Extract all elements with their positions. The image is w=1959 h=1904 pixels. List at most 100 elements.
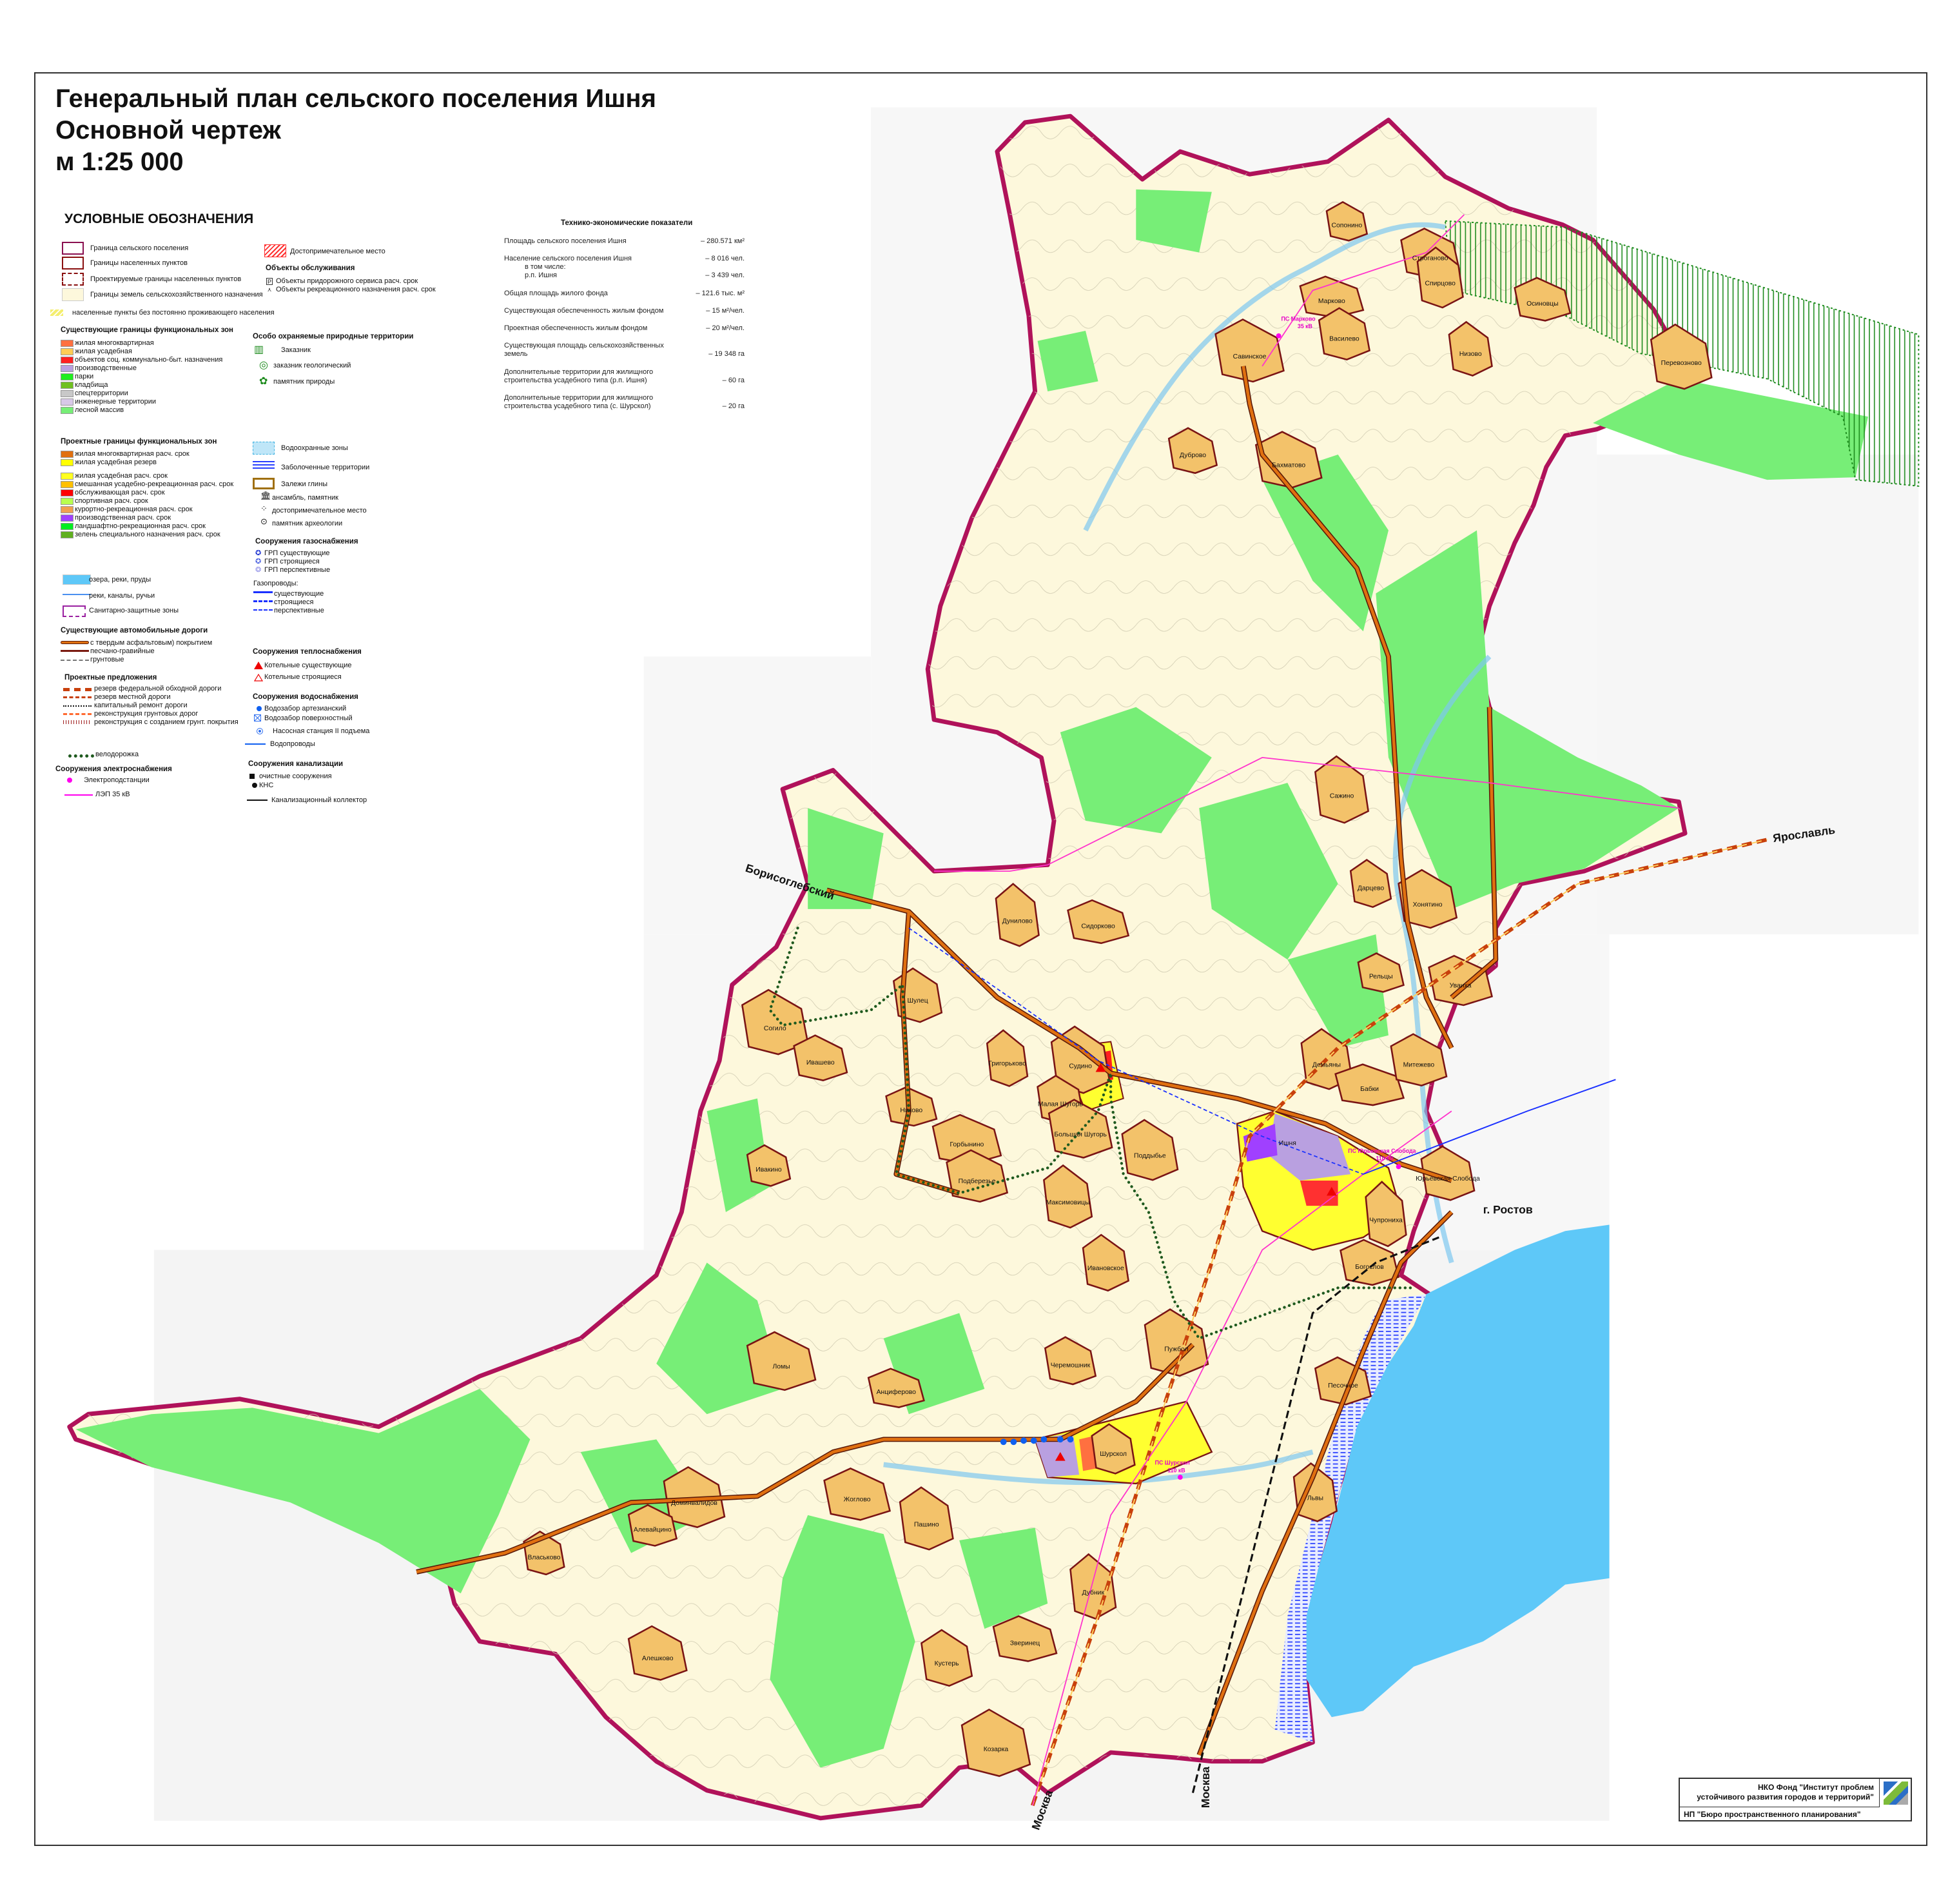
tech-label: Проектная обеспеченность жилым фондом — [504, 324, 648, 332]
village-area — [1340, 1239, 1400, 1286]
village-label: Подберезье — [959, 1177, 996, 1185]
legend-label: озера, реки, пруды — [89, 576, 151, 584]
village-area — [1325, 201, 1369, 242]
village-area — [1082, 1233, 1129, 1292]
village-area — [746, 1144, 792, 1187]
bike-path — [768, 927, 1416, 1340]
credits-org1: НКО Фонд "Институт проблем устойчивого р… — [1680, 1779, 1880, 1807]
legend-label: Проектируемые границы населенных пунктов — [90, 275, 242, 283]
legend-swatch — [61, 641, 89, 644]
credits-org1-line2: устойчивого развития городов и территори… — [1697, 1792, 1874, 1801]
legend-label: смешанная усадебно-рекреационная расч. с… — [75, 480, 234, 488]
village-label: Алевайцино — [634, 1526, 672, 1533]
legend-label: объектов соц. коммунально-быт. назначени… — [75, 356, 223, 364]
legend-label: ландшафтно-рекреационная расч. срок — [75, 522, 206, 530]
village-label: Дарцево — [1358, 885, 1385, 892]
substation-icon — [1396, 1164, 1401, 1170]
legend-swatch — [61, 451, 73, 458]
legend-section-existing-roads: Существующие автомобильные дороги — [61, 627, 208, 634]
legend-swatch — [61, 531, 73, 538]
village-label: Дубник — [1082, 1589, 1104, 1596]
village-area — [1044, 1336, 1097, 1386]
legend-label: Котельные строящиеся — [264, 673, 342, 681]
village-label: Уваиха — [1450, 982, 1472, 989]
legend-label: памятник археологии — [272, 520, 343, 527]
village-label: Савинское — [1233, 353, 1267, 360]
grp-building-icon: ✪ — [255, 558, 262, 565]
tech-value: – 20 га — [722, 402, 745, 410]
legend-swatch — [61, 348, 73, 355]
village-label: Поддыбье — [1134, 1152, 1166, 1160]
legend-label: Границы земель сельскохозяйственного наз… — [90, 291, 263, 299]
tech-value: – 280.571 км² — [700, 237, 745, 245]
village-area — [1314, 755, 1369, 824]
legend-label: населенные пункты без постоянно проживаю… — [72, 309, 275, 317]
tech-label: земель — [504, 350, 528, 358]
legend-label: жилая многоквартирная расч. срок — [75, 450, 190, 458]
village-label: Осиновцы — [1526, 300, 1558, 308]
pump-station-icon — [257, 728, 263, 734]
legend-label: Электроподстанции — [84, 776, 150, 784]
legend-swatch — [62, 273, 84, 286]
village-label: Рельцы — [1369, 974, 1393, 981]
village-label: Василево — [1329, 336, 1360, 343]
legend-section-project-roads: Проектные предложения — [64, 674, 157, 682]
legend-swatch — [63, 705, 92, 707]
legend-swatch — [253, 591, 273, 593]
village-label: Демьяны — [1312, 1062, 1341, 1069]
direction-label-moscow-road: Москва — [1199, 1767, 1212, 1808]
power-line-swatch — [64, 794, 93, 796]
legend-section-gas: Сооружения газоснабжения — [255, 538, 358, 545]
legend-swatch — [50, 309, 63, 316]
map-frame — [34, 72, 1927, 1846]
village-label: Чупрониха — [1369, 1217, 1403, 1224]
legend-label: ГРП существующие — [264, 549, 330, 557]
legend-swatch — [61, 650, 89, 652]
village-label: Алешково — [642, 1655, 674, 1662]
village-area — [1318, 307, 1371, 361]
tech-label: строительства усадебного типа (с. Шурско… — [504, 402, 651, 410]
tech-label: Существующая площадь сельскохозяйственны… — [504, 342, 664, 349]
village-area — [899, 1486, 954, 1551]
village-area — [1334, 1063, 1405, 1106]
lake-nero — [1306, 1224, 1610, 1718]
legend-label: велодорожка — [95, 751, 139, 758]
village-label: Ломы — [773, 1364, 790, 1371]
legend-label: зелень специального назначения расч. сро… — [75, 531, 220, 538]
legend-label: достопримечательное место — [272, 507, 367, 515]
village-label: Судино — [1069, 1063, 1092, 1070]
village-label: Ивановское — [1087, 1265, 1124, 1272]
village-label: Митежево — [1403, 1062, 1435, 1069]
legend-swatch — [62, 288, 84, 301]
substation-label-shurskol: ПС Шурскол — [1155, 1460, 1190, 1466]
legend-label: Заказник — [281, 346, 311, 354]
village-label: Низово — [1459, 351, 1482, 358]
gas-pipeline — [1363, 1079, 1616, 1175]
village-label: Никово — [900, 1107, 922, 1114]
legend-swatch — [61, 398, 73, 406]
legend-label: Котельные существующие — [264, 662, 352, 669]
monument-icon: 🏛 — [260, 491, 271, 500]
village-label: Максимовицы — [1046, 1199, 1090, 1206]
tech-value: – 3 439 чел. — [705, 271, 745, 279]
substation-voltage-shurskol: 110 кВ — [1167, 1467, 1185, 1473]
tech-label: в том числе: — [525, 263, 566, 271]
village-area — [921, 1629, 973, 1687]
legend-swatch — [63, 720, 92, 724]
legend-label: производственная расч. срок — [75, 514, 171, 522]
tech-label: Общая площадь жилого фонда — [504, 290, 608, 297]
legend-swatch — [61, 459, 73, 466]
legend-swatch — [61, 523, 73, 530]
legend-swatch — [61, 660, 89, 661]
legend-swatch — [61, 506, 73, 513]
village-area — [992, 1615, 1058, 1662]
city-label-rostov: г. Ростов — [1483, 1203, 1533, 1216]
legend-label: Граница сельского поселения — [90, 244, 189, 252]
legend-label: кладбища — [75, 381, 108, 389]
legend-label: Границы населенных пунктов — [90, 259, 188, 267]
village-area — [627, 1625, 688, 1681]
legend-swatch — [61, 357, 73, 364]
artesian-intake-icon — [257, 706, 262, 711]
village-label: Кустерь — [935, 1660, 959, 1667]
tech-value: – 60 га — [722, 377, 745, 384]
